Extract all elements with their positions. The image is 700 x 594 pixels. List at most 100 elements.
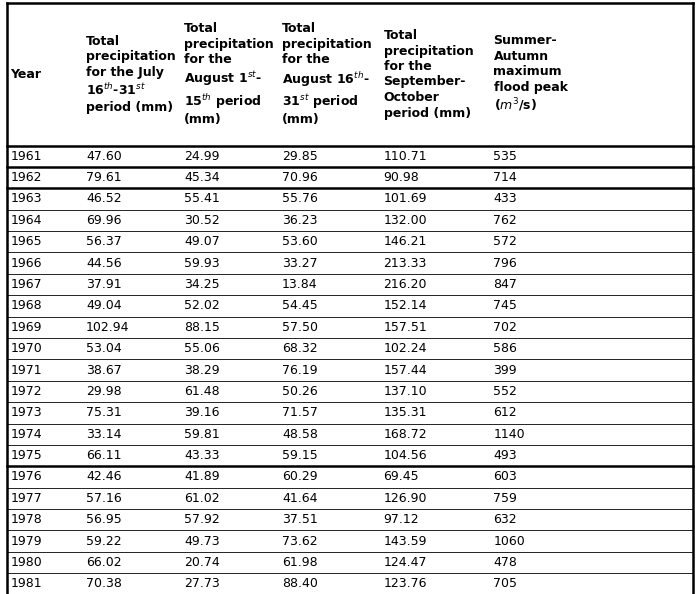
Text: 101.69: 101.69 [384,192,427,206]
Text: 69.96: 69.96 [86,214,122,227]
Text: 126.90: 126.90 [384,492,427,505]
Text: 552: 552 [494,385,517,398]
Text: 1971: 1971 [10,364,42,377]
Text: 55.76: 55.76 [282,192,318,206]
Text: Summer-
Autumn
maximum
flood peak
($m^3$/s): Summer- Autumn maximum flood peak ($m^3$… [494,34,568,115]
Text: 152.14: 152.14 [384,299,427,312]
Text: 36.23: 36.23 [282,214,318,227]
Text: 572: 572 [494,235,517,248]
Text: 69.45: 69.45 [384,470,419,484]
Text: 1978: 1978 [10,513,42,526]
Text: 66.02: 66.02 [86,556,122,569]
Text: 57.50: 57.50 [282,321,318,334]
Text: 1981: 1981 [10,577,42,590]
Text: 586: 586 [494,342,517,355]
Text: 705: 705 [494,577,517,590]
Text: 88.15: 88.15 [184,321,220,334]
Text: 399: 399 [494,364,517,377]
Text: 1974: 1974 [10,428,42,441]
Text: 123.76: 123.76 [384,577,427,590]
Text: 1060: 1060 [494,535,525,548]
Text: 132.00: 132.00 [384,214,427,227]
Text: 90.98: 90.98 [384,171,419,184]
Text: 34.25: 34.25 [184,278,220,291]
Text: 60.29: 60.29 [282,470,318,484]
Text: 50.26: 50.26 [282,385,318,398]
Text: 43.33: 43.33 [184,449,220,462]
Text: 88.40: 88.40 [282,577,318,590]
Text: 1975: 1975 [10,449,42,462]
Text: 41.64: 41.64 [282,492,318,505]
Text: 48.58: 48.58 [282,428,318,441]
Text: 137.10: 137.10 [384,385,427,398]
Text: 759: 759 [494,492,517,505]
Text: 478: 478 [494,556,517,569]
Text: 102.24: 102.24 [384,342,427,355]
Text: 1965: 1965 [10,235,42,248]
Text: 157.51: 157.51 [384,321,427,334]
Text: 33.14: 33.14 [86,428,122,441]
Text: 104.56: 104.56 [384,449,427,462]
Text: 55.06: 55.06 [184,342,220,355]
Text: 1969: 1969 [10,321,42,334]
Text: 59.93: 59.93 [184,257,220,270]
Text: 714: 714 [494,171,517,184]
Text: 603: 603 [494,470,517,484]
Text: 56.95: 56.95 [86,513,122,526]
Text: 49.73: 49.73 [184,535,220,548]
Text: 1963: 1963 [10,192,42,206]
Text: 1140: 1140 [494,428,525,441]
Text: 41.89: 41.89 [184,470,220,484]
Text: 796: 796 [494,257,517,270]
Text: 37.51: 37.51 [282,513,318,526]
Text: 44.56: 44.56 [86,257,122,270]
Text: 39.16: 39.16 [184,406,220,419]
Text: 110.71: 110.71 [384,150,427,163]
Text: 55.41: 55.41 [184,192,220,206]
Text: 73.62: 73.62 [282,535,318,548]
Text: 20.74: 20.74 [184,556,220,569]
Text: 54.45: 54.45 [282,299,318,312]
Text: 612: 612 [494,406,517,419]
Text: 61.02: 61.02 [184,492,220,505]
Text: 33.27: 33.27 [282,257,318,270]
Text: 71.57: 71.57 [282,406,318,419]
Text: 847: 847 [494,278,517,291]
Text: 68.32: 68.32 [282,342,318,355]
Text: 52.02: 52.02 [184,299,220,312]
Text: 61.48: 61.48 [184,385,220,398]
Text: 79.61: 79.61 [86,171,122,184]
Text: 47.60: 47.60 [86,150,122,163]
Text: 745: 745 [494,299,517,312]
Text: 30.52: 30.52 [184,214,220,227]
Text: 102.94: 102.94 [86,321,130,334]
Text: 216.20: 216.20 [384,278,427,291]
Text: 53.04: 53.04 [86,342,122,355]
Text: Total
precipitation
for the July
16$^{th}$-31$^{st}$
period (mm): Total precipitation for the July 16$^{th… [86,35,176,113]
Text: 29.85: 29.85 [282,150,318,163]
Text: 1967: 1967 [10,278,42,291]
Text: 1968: 1968 [10,299,42,312]
Text: 24.99: 24.99 [184,150,220,163]
Text: 493: 493 [494,449,517,462]
Text: 59.22: 59.22 [86,535,122,548]
Text: Total
precipitation
for the
September-
October
period (mm): Total precipitation for the September- O… [384,29,473,119]
Text: 61.98: 61.98 [282,556,318,569]
Text: 1980: 1980 [10,556,42,569]
Text: 1961: 1961 [10,150,42,163]
Text: 762: 762 [494,214,517,227]
Text: 59.81: 59.81 [184,428,220,441]
Text: 56.37: 56.37 [86,235,122,248]
Text: Year: Year [10,68,41,81]
Text: 97.12: 97.12 [384,513,419,526]
Text: 146.21: 146.21 [384,235,427,248]
Text: 1977: 1977 [10,492,42,505]
Text: 46.52: 46.52 [86,192,122,206]
Text: 27.73: 27.73 [184,577,220,590]
Text: 1970: 1970 [10,342,42,355]
Text: 70.38: 70.38 [86,577,122,590]
Text: 57.92: 57.92 [184,513,220,526]
Text: 59.15: 59.15 [282,449,318,462]
Text: 433: 433 [494,192,517,206]
Text: 49.07: 49.07 [184,235,220,248]
